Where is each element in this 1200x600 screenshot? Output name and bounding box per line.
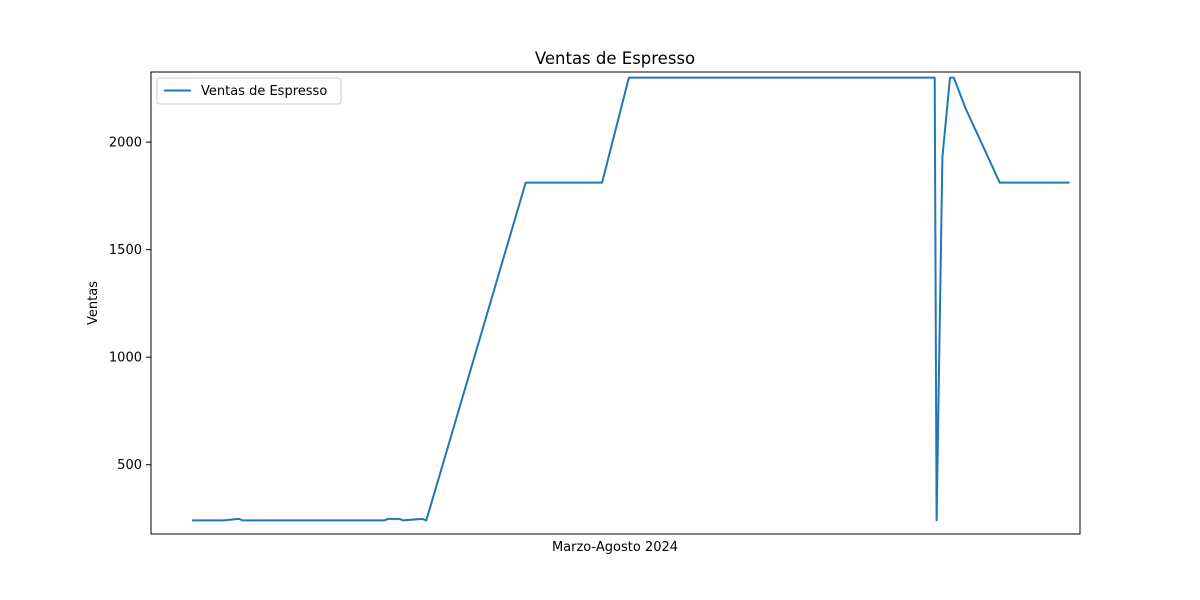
y-axis-label: Ventas <box>86 281 101 325</box>
series-line-ventas-de-espresso <box>192 76 1070 522</box>
axes-frame <box>150 71 1081 535</box>
x-axis-label: Marzo-Agosto 2024 <box>552 540 678 555</box>
legend-label-ventas-de-espresso: Ventas de Espresso <box>201 84 327 99</box>
y-tick-label: 2000 <box>109 136 142 151</box>
legend: Ventas de Espresso <box>156 77 342 105</box>
y-tick-label: 1500 <box>109 243 142 258</box>
chart-title: Ventas de Espresso <box>535 49 695 68</box>
plot-area: 500 1000 1500 2000 <box>109 71 1081 535</box>
y-tick-label: 1000 <box>109 351 142 366</box>
y-tick-label: 500 <box>117 458 142 473</box>
legend-box <box>156 77 342 105</box>
